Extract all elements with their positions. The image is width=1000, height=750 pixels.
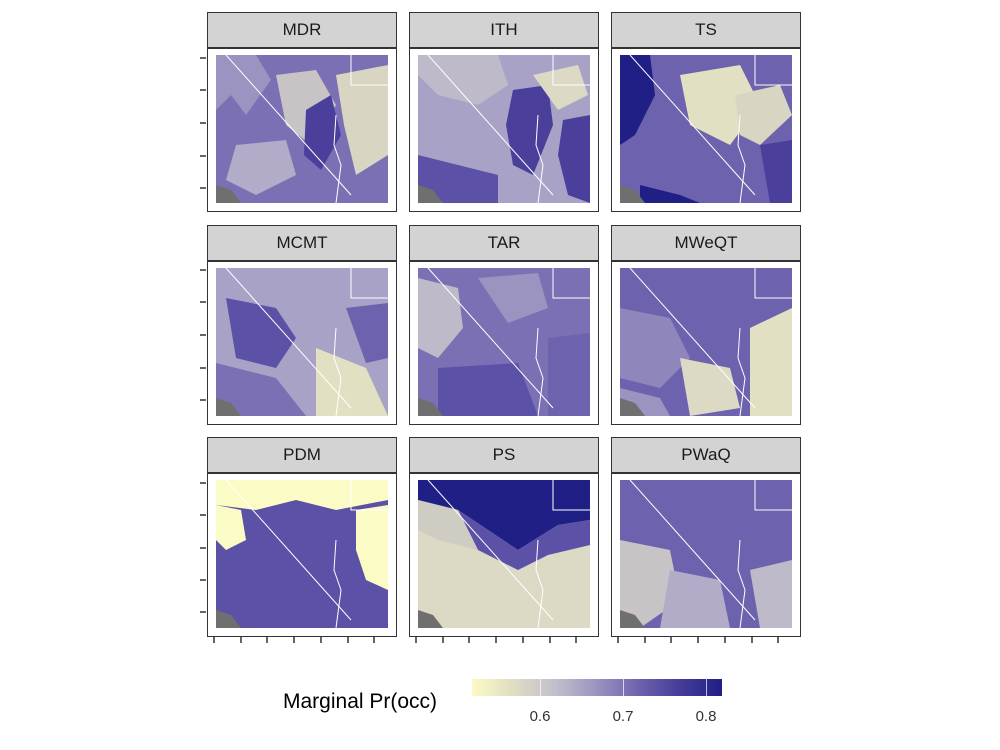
facet-pwaq: PWaQ	[611, 437, 801, 637]
map-panel	[409, 48, 599, 212]
legend-colorbar	[472, 679, 722, 696]
facet-tar: TAR	[409, 225, 599, 425]
map-image	[418, 268, 590, 416]
map-image	[418, 55, 590, 203]
facet-ith: ITH	[409, 12, 599, 212]
map-panel	[611, 473, 801, 637]
facet-strip-label: MCMT	[207, 225, 397, 261]
facet-strip-label: TAR	[409, 225, 599, 261]
map-panel	[207, 473, 397, 637]
facet-mdr: MDR	[207, 12, 397, 212]
legend-tick-label: 0.7	[612, 708, 634, 725]
legend-title: Marginal Pr(occ)	[283, 690, 438, 713]
map-image	[620, 268, 792, 416]
facet-ps: PS	[409, 437, 599, 637]
map-image	[418, 480, 590, 628]
facet-strip-label: PWaQ	[611, 437, 801, 473]
map-panel	[207, 261, 397, 425]
map-panel	[409, 261, 599, 425]
map-image	[216, 268, 388, 416]
legend-tickmark	[540, 679, 541, 696]
facet-strip-label: PS	[409, 437, 599, 473]
facet-mweqt: MWeQT	[611, 225, 801, 425]
map-image	[620, 480, 792, 628]
facet-mcmt: MCMT	[207, 225, 397, 425]
map-panel	[207, 48, 397, 212]
map-image	[216, 55, 388, 203]
legend-tick-label: 0.8	[695, 708, 717, 725]
legend-tick-label: 0.6	[529, 708, 551, 725]
facet-strip-label: MDR	[207, 12, 397, 48]
map-panel	[611, 48, 801, 212]
legend-tickmark	[623, 679, 624, 696]
legend-tickmark	[706, 679, 707, 696]
facet-ts: TS	[611, 12, 801, 212]
facet-strip-label: MWeQT	[611, 225, 801, 261]
facet-strip-label: TS	[611, 12, 801, 48]
map-image	[216, 480, 388, 628]
map-image	[620, 55, 792, 203]
facet-strip-label: PDM	[207, 437, 397, 473]
facet-pdm: PDM	[207, 437, 397, 637]
map-panel	[611, 261, 801, 425]
facet-strip-label: ITH	[409, 12, 599, 48]
map-panel	[409, 473, 599, 637]
